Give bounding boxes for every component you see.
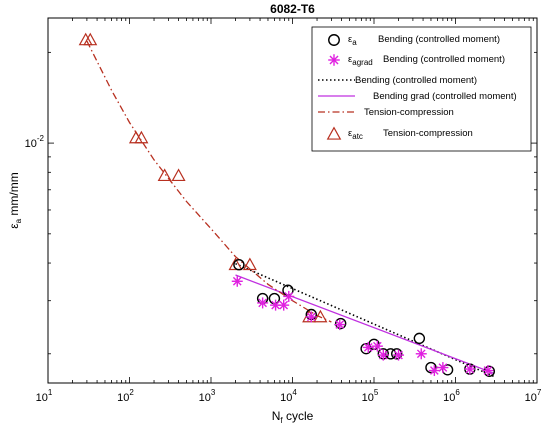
legend-symbol-bending: εa [348,34,357,47]
data-point-bending_grad [283,290,295,302]
y-tick-base: 10 [25,138,37,150]
legend-symbol-base: ε [348,54,353,65]
x-axis-label: Nf cycle [272,409,314,425]
data-point-bending [384,348,397,360]
y-tick-label: 10-2 [25,134,45,150]
x-tick-label: 103 [199,388,216,404]
x-axis-label-rest: cycle [283,409,314,423]
y-axis-label-sub: a [14,218,23,223]
data-point-tension_compression [242,257,257,271]
data-point-tension_compression [313,309,328,323]
legend-label-tension_compression: Tension-compression [383,128,473,139]
data-point-bending_grad [231,275,243,287]
data-point-tension_compression [171,168,186,182]
data-point-bending_grad [334,319,346,331]
data-point-bending [413,332,426,345]
legend-label-bending_grad: Bending (controlled moment) [383,54,505,65]
data-point-bending_grad [415,348,427,360]
legend-label-bending_grad_fit: Bending grad (controlled moment) [373,91,517,102]
legend-box [311,26,532,152]
legend-symbol-sub: atc [352,132,363,141]
x-tick-exp: 4 [292,388,297,397]
y-axis-label: εa mm/mm [7,172,23,228]
legend-marker-bending_grad [328,54,340,66]
data-point-bending_grad [362,341,374,353]
legend: εa Bending (controlled moment)εagrad Bendi… [311,26,532,152]
data-point-bending [483,365,496,377]
x-tick-exp: 1 [48,388,53,397]
legend-label-tension_compression_fit: Tension-compression [364,107,454,118]
x-tick-exp: 2 [129,388,134,397]
data-point-tension_compression [134,130,149,144]
x-tick-label: 101 [36,388,53,404]
legend-symbol-sub: agrad [352,58,372,67]
legend-symbol-base: ε [348,128,353,139]
data-point-bending [233,258,245,271]
x-tick-label: 102 [117,388,134,404]
data-point-bending_grad [278,299,290,311]
legend-symbol-bending_grad: εagrad [348,54,373,67]
data-point-bending [425,361,437,374]
data-point-tension_compression [157,168,172,182]
legend-label-bending: Bending (controlled moment) [378,34,500,45]
legend-symbol-base: ε [348,34,353,45]
data-point-bending_grad [393,349,405,361]
data-point-bending_grad [257,297,269,309]
x-axis-label-sub: f [280,416,283,425]
data-point-tension_compression [83,32,98,46]
data-point-bending [334,317,347,330]
y-axis-label-rest: mm/mm [7,172,21,219]
chart-title: 6082-T6 [270,2,315,16]
data-point-bending_grad [464,363,476,375]
x-tick-label: 104 [280,388,297,404]
x-tick-base: 10 [362,392,374,404]
data-point-bending_grad [482,365,494,377]
x-tick-base: 10 [199,392,211,404]
x-tick-label: 105 [362,388,379,404]
fit-line-bending_grad_fit [235,274,495,375]
data-point-tension_compression [228,257,243,271]
y-tick-exp: -2 [37,134,45,143]
x-tick-exp: 7 [537,388,542,397]
x-axis-label-base: N [272,409,281,423]
data-point-bending_grad [371,340,383,352]
x-tick-base: 10 [36,392,48,404]
x-tick-exp: 6 [455,388,460,397]
legend-marker-bending [328,34,340,46]
legend-label-bending_fit: Bending (controlled moment) [355,75,477,86]
x-tick-base: 10 [280,392,292,404]
x-tick-label: 107 [525,388,542,404]
data-point-bending_grad [305,311,317,323]
x-tick-base: 10 [443,392,455,404]
x-tick-label: 106 [443,388,460,404]
data-point-bending_grad [428,365,440,377]
x-tick-exp: 3 [211,388,216,397]
x-tick-base: 10 [117,392,129,404]
y-axis-label-base: ε [7,223,21,229]
x-tick-exp: 5 [374,388,379,397]
legend-symbol-sub: a [352,38,357,47]
fit-line-bending_fit [235,262,495,378]
x-tick-base: 10 [525,392,537,404]
legend-symbol-tension_compression: εatc [348,128,363,141]
fit-line-tension_compression_fit [86,40,332,323]
legend-marker-tension_compression [326,126,342,140]
data-point-bending_grad [437,362,449,374]
data-point-bending_grad [377,349,389,361]
data-point-bending [391,348,403,360]
